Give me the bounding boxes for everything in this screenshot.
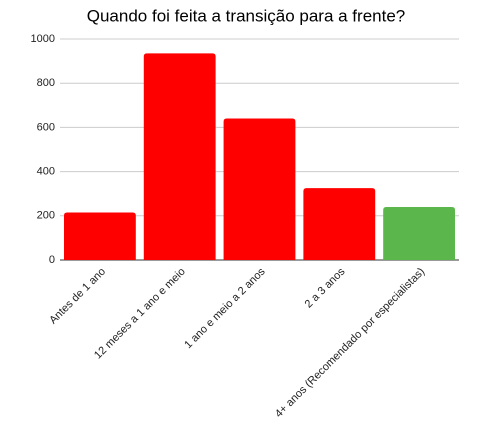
y-tick-label: 1000 [31, 33, 55, 45]
y-tick-label: 200 [37, 210, 55, 222]
y-tick-label: 600 [37, 121, 55, 133]
bar [223, 118, 296, 260]
y-tick-label: 0 [49, 254, 55, 266]
bar [383, 206, 456, 260]
y-tick-label: 800 [37, 77, 55, 89]
bar [63, 212, 136, 260]
bar [143, 53, 216, 260]
bar [303, 188, 376, 260]
y-tick-label: 400 [37, 166, 55, 178]
chart-title: Quando foi feita a transição para a fren… [87, 6, 405, 25]
